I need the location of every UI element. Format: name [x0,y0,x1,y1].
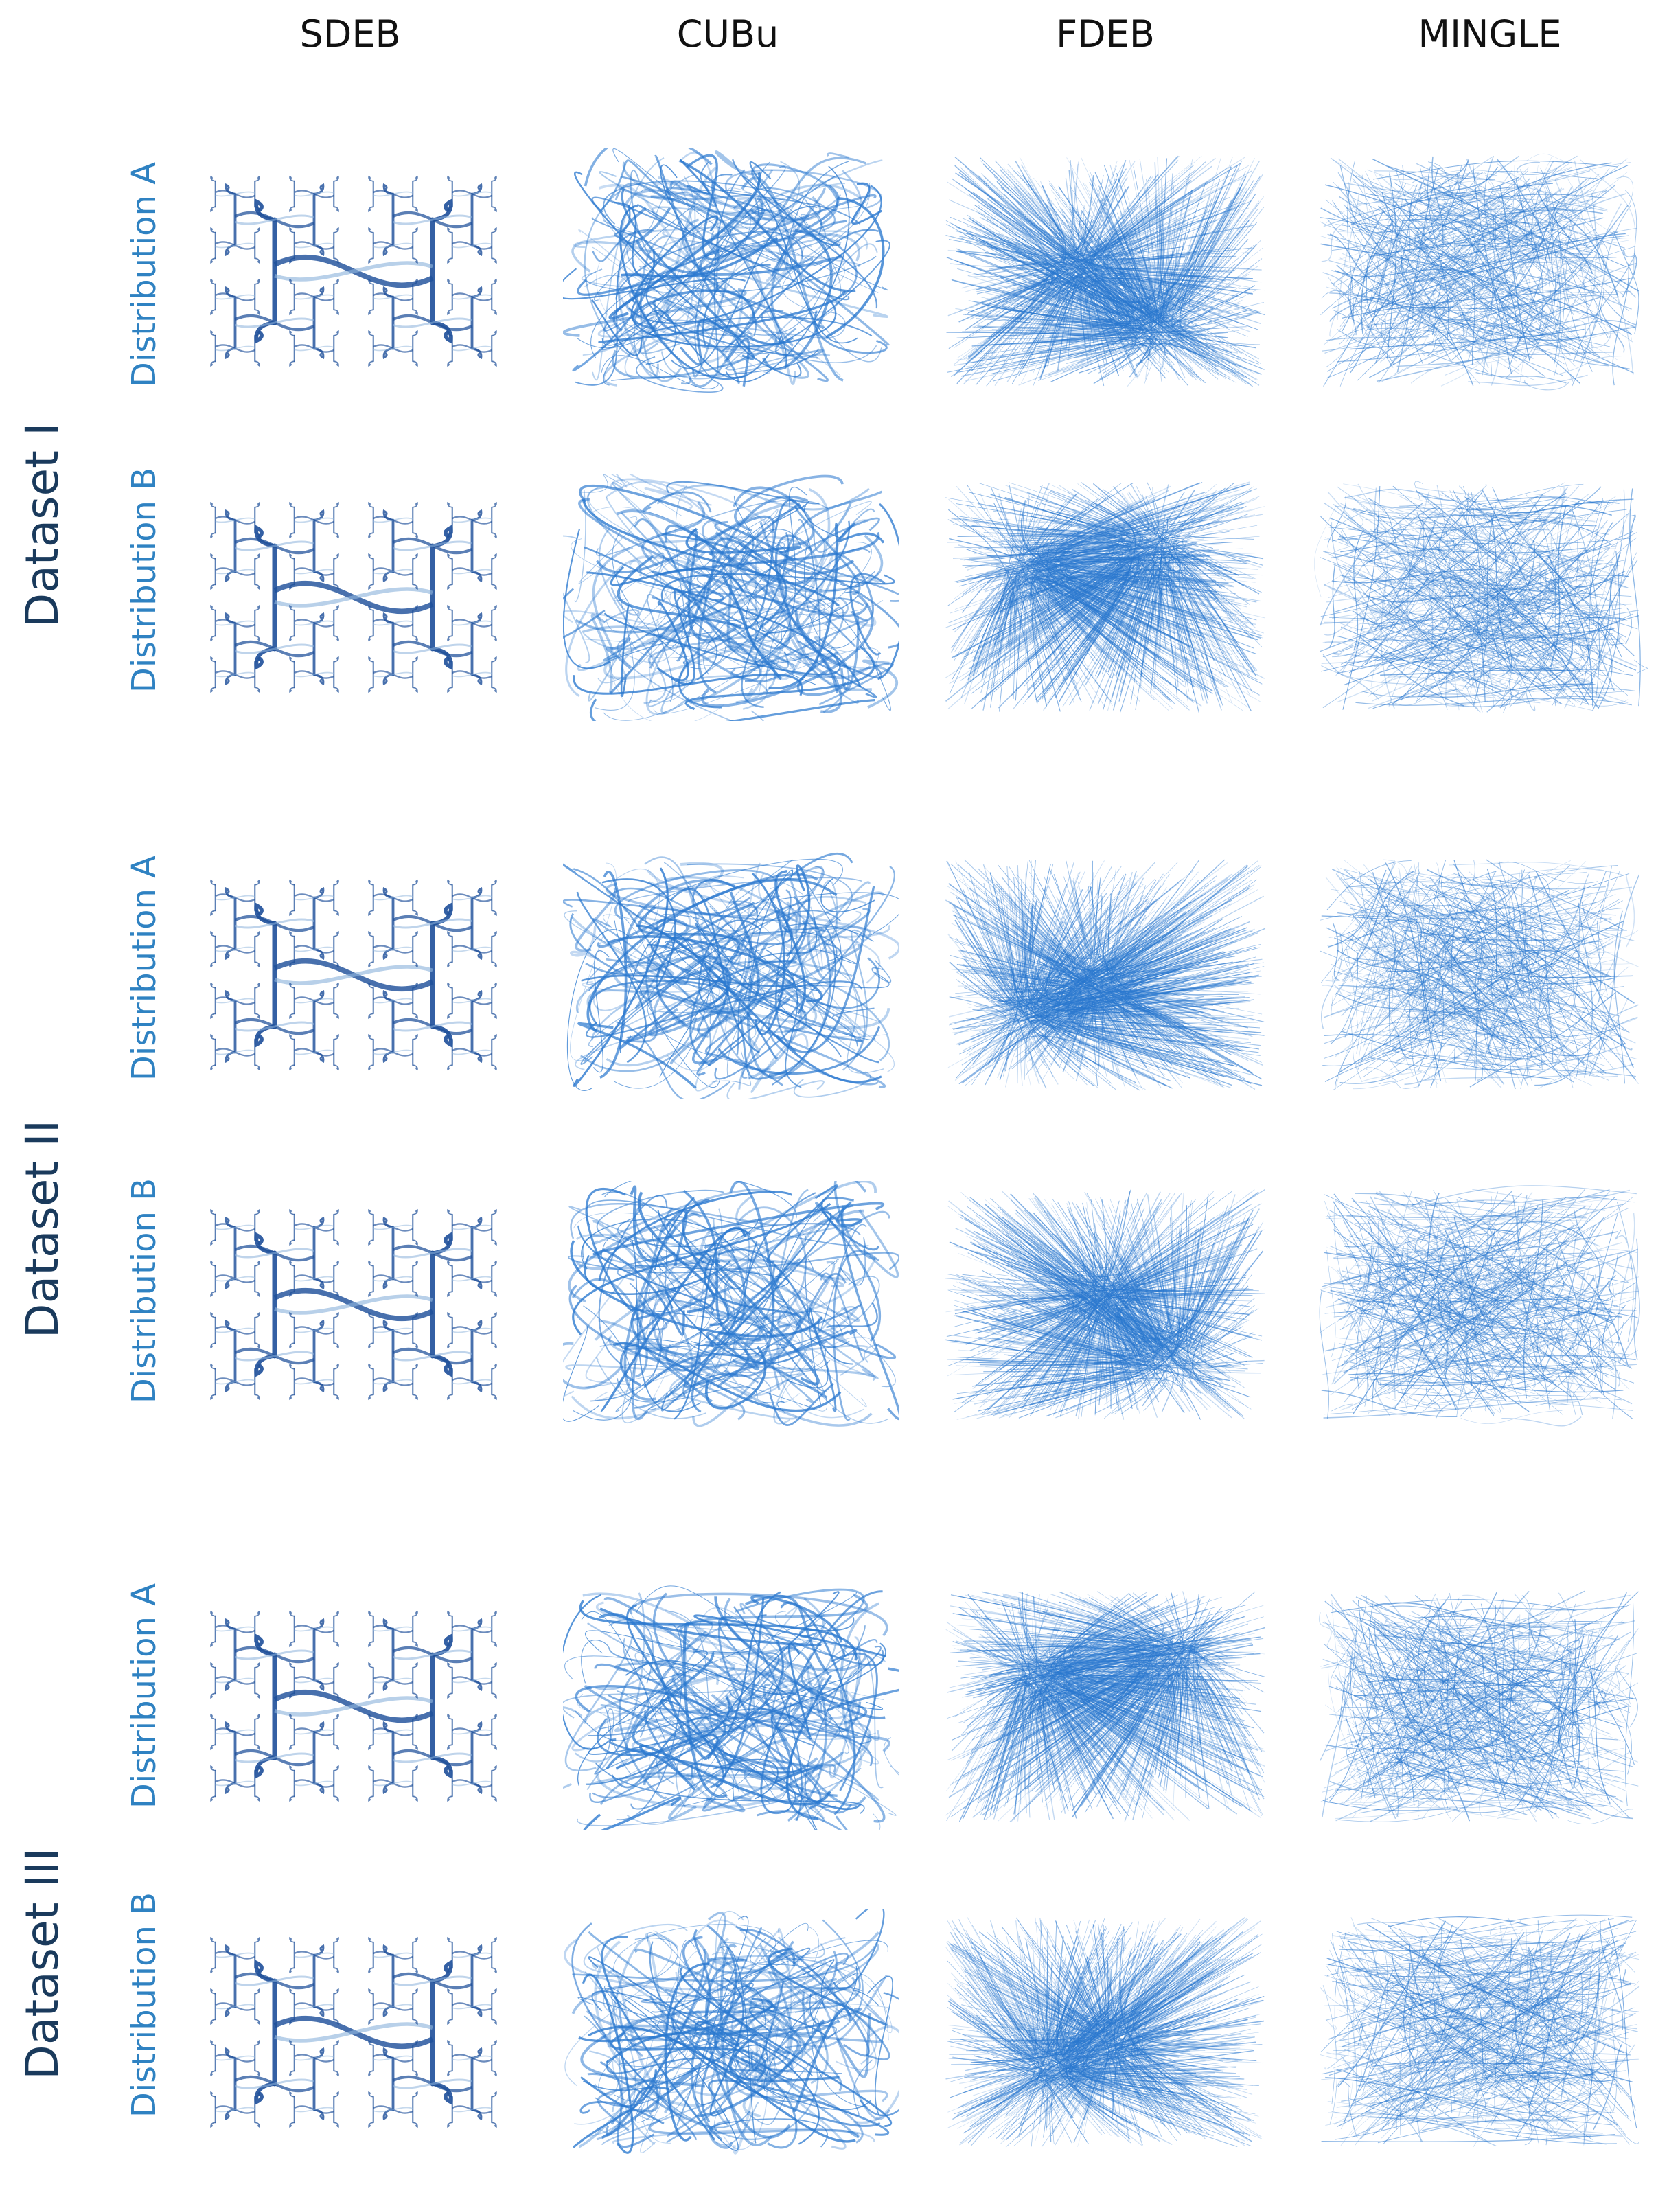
panel-cubu-row-3 [563,851,899,1099]
panel-fdeb-row-1 [937,148,1274,395]
distribution-label-1b: Distribution B [125,467,163,693]
panel-cubu-row-4 [563,1181,899,1428]
cubu-edge-drawing [563,852,899,1099]
panel-cubu-row-6 [563,1909,899,2156]
dataset-label-1: Dataset I [16,422,69,628]
sdeb-edge-drawing [210,501,497,693]
panel-cubu-row-1 [563,148,899,395]
mingle-edge-drawing [1314,481,1648,713]
column-header-fdeb: FDEB [1056,12,1155,56]
panel-sdeb-row-4 [185,1181,522,1428]
fdeb-edge-drawing [945,1591,1266,1822]
sdeb-edge-drawing [210,1208,497,1401]
panel-sdeb-row-3 [185,851,522,1099]
panel-fdeb-row-5 [937,1583,1274,1830]
cubu-edge-drawing [563,1181,899,1427]
sdeb-edge-drawing [210,1936,497,2128]
mingle-edge-drawing [1320,153,1639,391]
sdeb-edge-drawing [210,1610,497,1802]
panel-mingle-row-6 [1311,1909,1648,2156]
column-header-cubu: CUBu [676,12,779,56]
panel-fdeb-row-2 [937,474,1274,721]
cubu-edge-drawing [563,148,890,393]
fdeb-edge-drawing [945,155,1265,387]
mingle-edge-drawing [1319,1590,1639,1824]
distribution-label-1a: Distribution A [125,161,163,388]
distribution-label-3a: Distribution A [125,1583,163,1809]
mingle-edge-drawing [1320,859,1640,1091]
panel-mingle-row-2 [1311,474,1648,721]
panel-fdeb-row-3 [937,851,1274,1099]
dataset-label-3: Dataset III [16,1848,69,2080]
fdeb-edge-drawing [945,859,1266,1091]
panel-cubu-row-2 [563,474,899,721]
panel-mingle-row-5 [1311,1583,1648,1830]
panel-sdeb-row-5 [185,1583,522,1830]
panel-sdeb-row-2 [185,474,522,721]
fdeb-edge-drawing [945,1189,1266,1420]
mingle-edge-drawing [1319,1914,1640,2148]
column-header-mingle: MINGLE [1418,12,1562,56]
panel-mingle-row-4 [1311,1181,1648,1428]
panel-fdeb-row-6 [937,1909,1274,2156]
distribution-label-2a: Distribution A [125,855,163,1081]
fdeb-edge-drawing [945,481,1266,713]
cubu-edge-drawing [563,474,899,721]
sdeb-edge-drawing [210,175,497,367]
fdeb-edge-drawing [945,1917,1265,2148]
panel-sdeb-row-1 [185,148,522,395]
dataset-label-2: Dataset II [16,1119,69,1339]
panel-cubu-row-5 [563,1583,899,1830]
sdeb-edge-drawing [210,879,497,1071]
cubu-edge-drawing [563,1585,899,1830]
distribution-label-2b: Distribution B [125,1178,163,1404]
panel-mingle-row-1 [1311,148,1648,395]
mingle-edge-drawing [1319,1185,1641,1427]
distribution-label-3b: Distribution B [125,1892,163,2118]
column-header-sdeb: SDEB [299,12,401,56]
panel-fdeb-row-4 [937,1181,1274,1428]
panel-mingle-row-3 [1311,851,1648,1099]
panel-sdeb-row-6 [185,1909,522,2156]
cubu-edge-drawing [564,1909,899,2155]
